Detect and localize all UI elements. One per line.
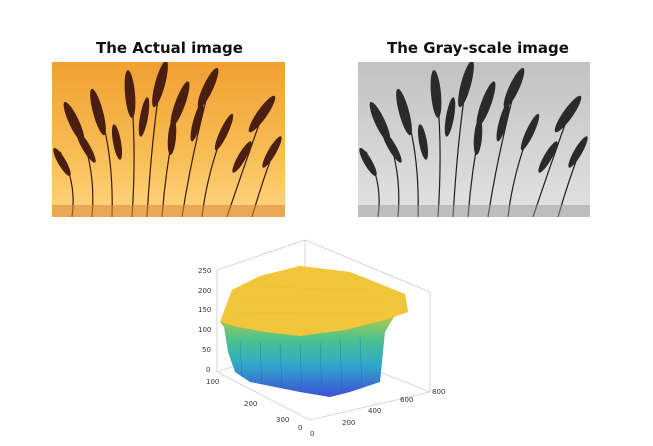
- surface-plot: 250 200 150 100 50 0 0 100 200 300 0 200…: [180, 232, 450, 442]
- grayscale-image: [358, 62, 590, 217]
- x-tick: 0: [310, 430, 314, 438]
- surface-texture: [234, 286, 391, 315]
- surface-top: [220, 266, 408, 336]
- x-tick: 400: [368, 407, 381, 415]
- surface-streaks: [239, 336, 363, 395]
- z-tick: 250: [198, 267, 211, 275]
- grayscale-image-title: The Gray-scale image: [387, 39, 569, 57]
- y-tick: 200: [244, 400, 257, 408]
- z-tick: 0: [206, 366, 210, 374]
- y-tick: 0: [298, 424, 302, 432]
- x-tick: 200: [342, 419, 355, 427]
- z-tick: 200: [198, 287, 211, 295]
- z-tick: 50: [202, 346, 211, 354]
- y-tick: 300: [276, 416, 289, 424]
- y-tick: 100: [206, 378, 219, 386]
- actual-image: [52, 62, 285, 217]
- actual-image-title: The Actual image: [96, 39, 243, 57]
- x-tick: 600: [400, 396, 413, 404]
- x-tick: 800: [432, 388, 445, 396]
- z-tick: 100: [198, 326, 211, 334]
- z-tick: 150: [198, 306, 211, 314]
